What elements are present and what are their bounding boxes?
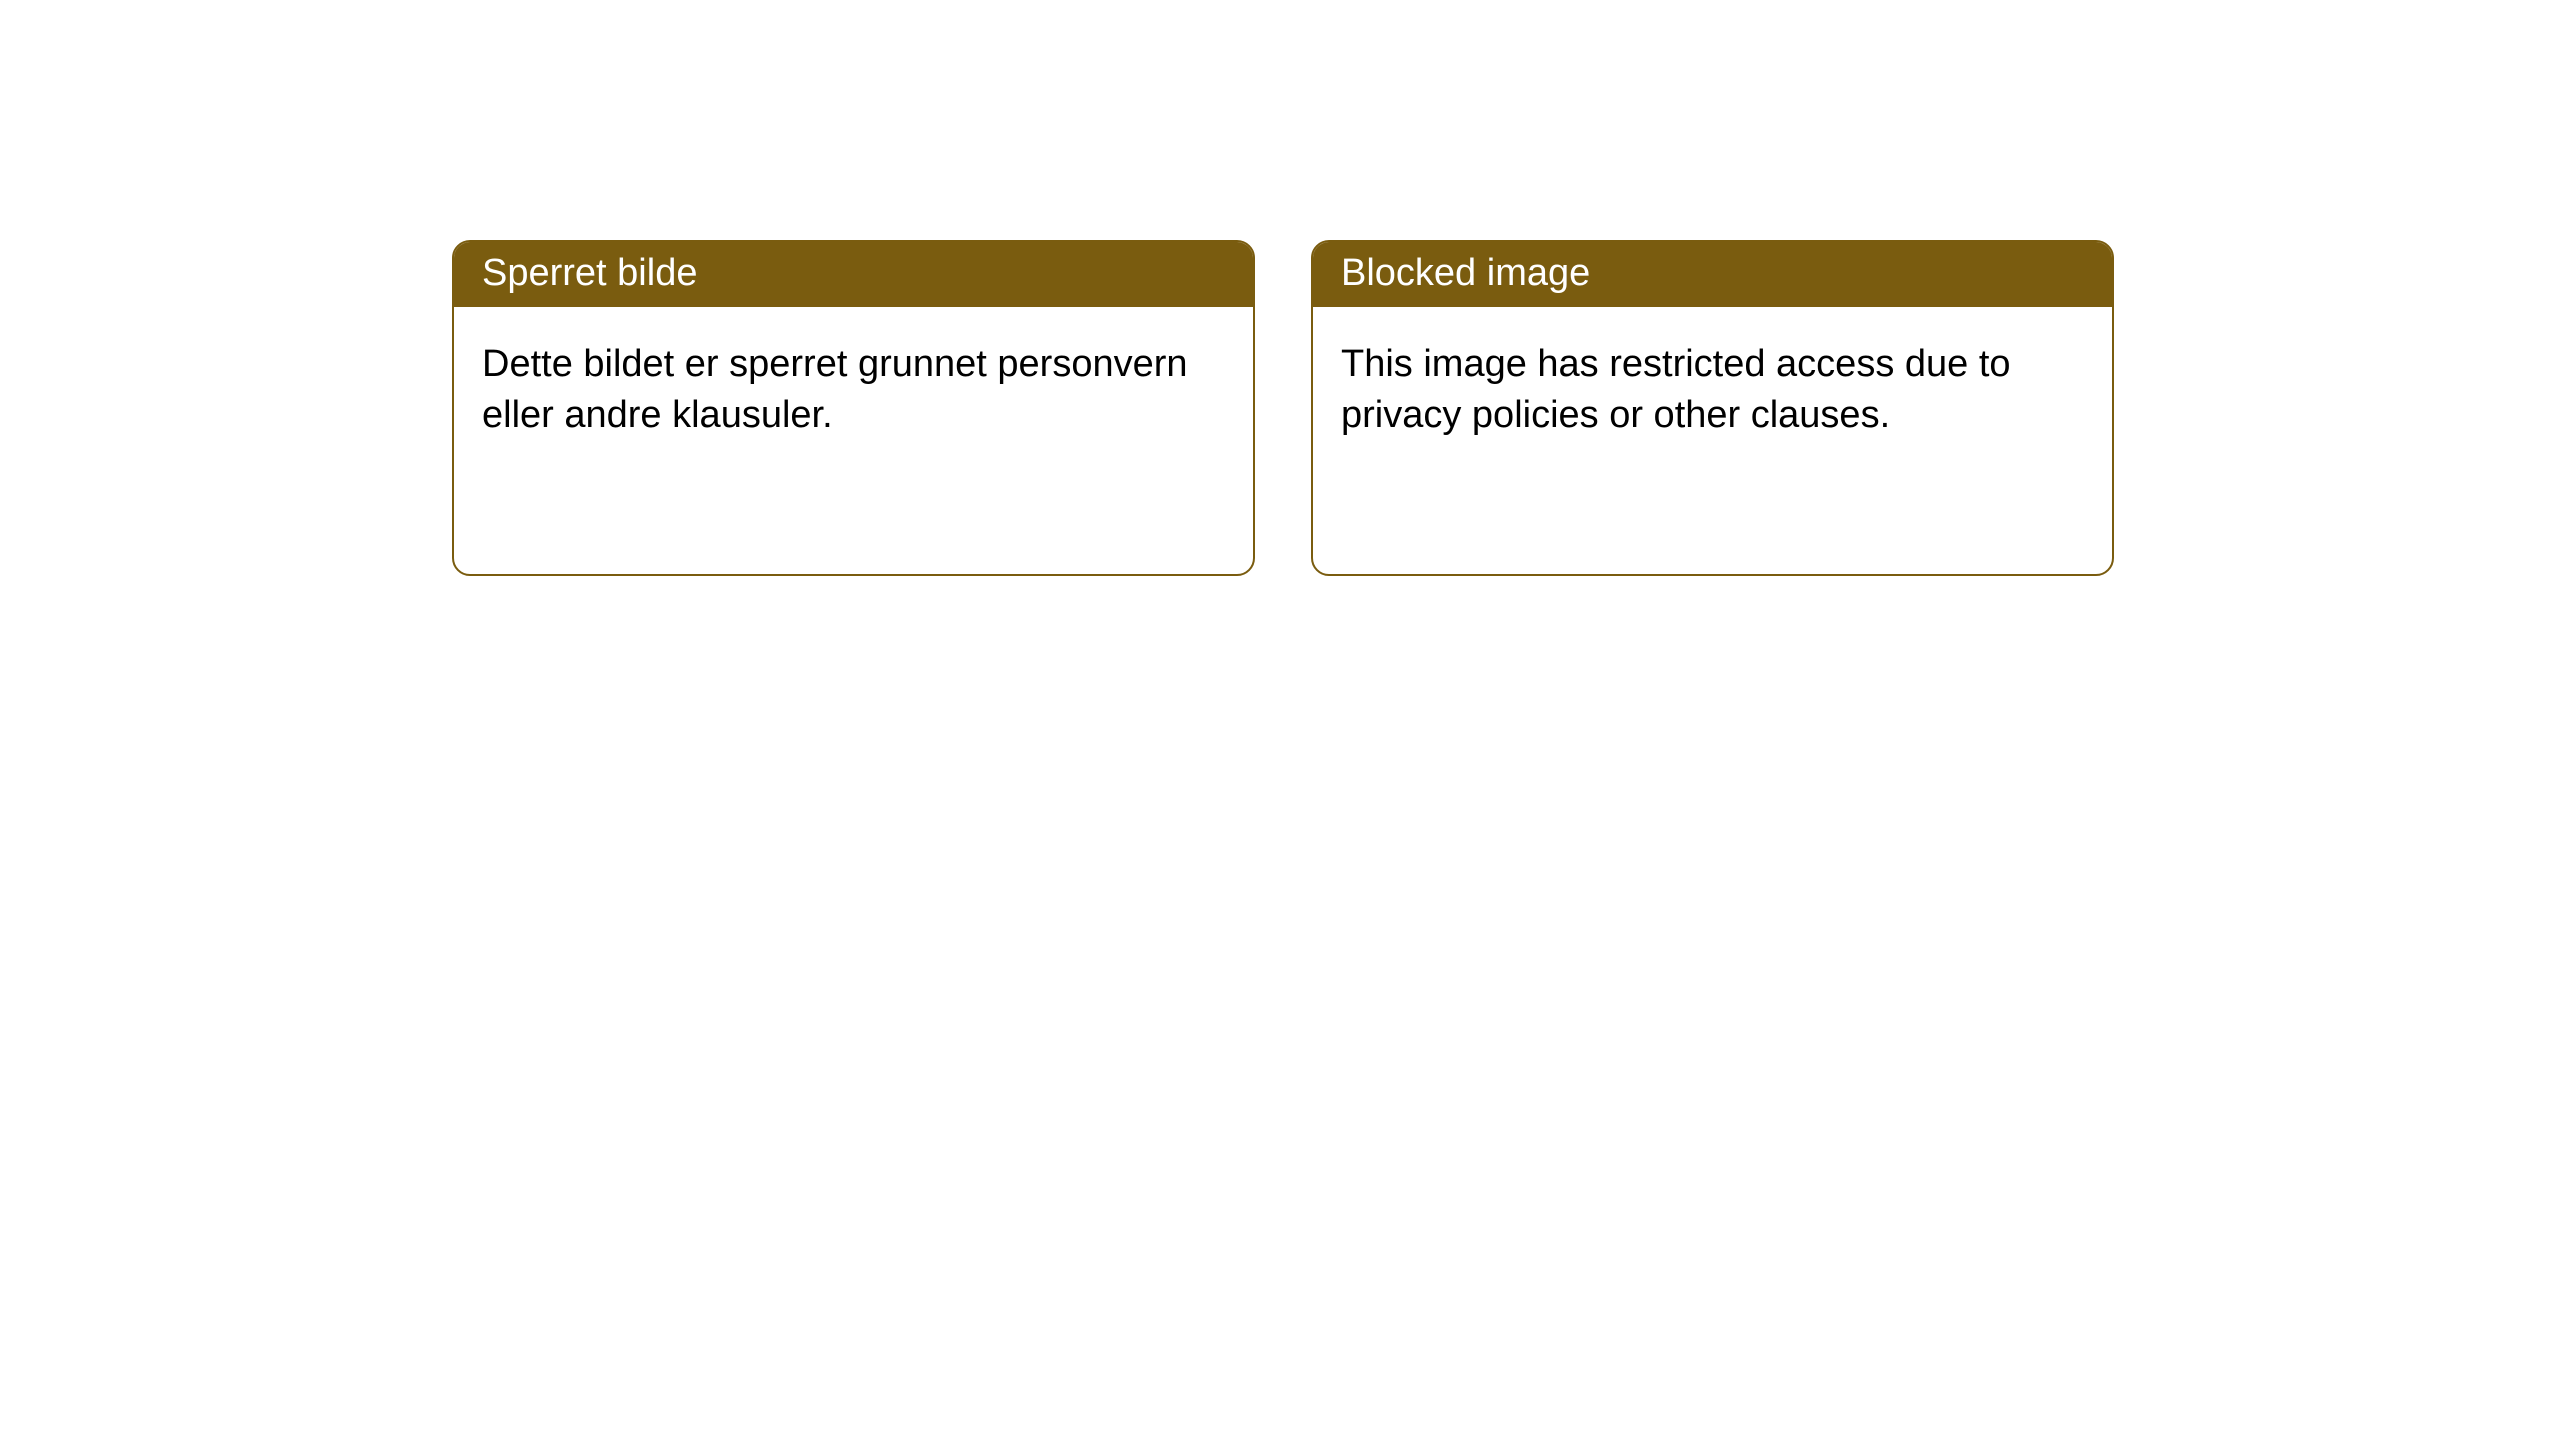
card-body-en: This image has restricted access due to … <box>1313 307 2112 474</box>
notice-cards-container: Sperret bilde Dette bildet er sperret gr… <box>0 0 2560 576</box>
card-header-en: Blocked image <box>1313 242 2112 307</box>
blocked-image-card-nb: Sperret bilde Dette bildet er sperret gr… <box>452 240 1255 576</box>
blocked-image-card-en: Blocked image This image has restricted … <box>1311 240 2114 576</box>
card-body-nb: Dette bildet er sperret grunnet personve… <box>454 307 1253 474</box>
card-header-nb: Sperret bilde <box>454 242 1253 307</box>
